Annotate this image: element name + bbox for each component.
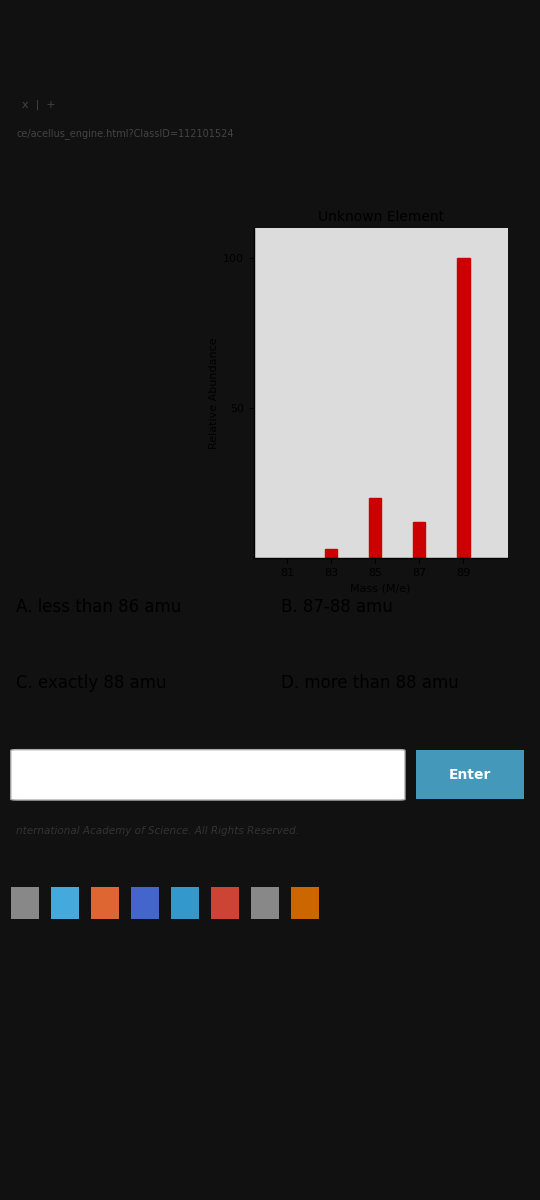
Text: nternational Academy of Science. All Rights Reserved.: nternational Academy of Science. All Rig… <box>16 826 299 836</box>
Bar <box>91 887 119 919</box>
Bar <box>291 887 319 919</box>
FancyBboxPatch shape <box>11 750 405 800</box>
Text: What is the
estimated
average atomic
mass for this
element?: What is the estimated average atomic mas… <box>39 340 210 446</box>
Text: A. less than 86 amu: A. less than 86 amu <box>16 598 181 616</box>
Bar <box>457 258 470 558</box>
Bar <box>51 887 79 919</box>
Bar <box>11 887 39 919</box>
Text: D. more than 88 amu: D. more than 88 amu <box>281 674 458 692</box>
Bar <box>211 887 239 919</box>
Text: ce/acellus_engine.html?ClassID=112101524: ce/acellus_engine.html?ClassID=112101524 <box>16 128 234 139</box>
X-axis label: Mass (M/e): Mass (M/e) <box>350 583 411 593</box>
Title: Unknown Element: Unknown Element <box>318 210 444 224</box>
Bar <box>251 887 279 919</box>
Text: x  |  +: x | + <box>22 100 55 110</box>
Text: Enter: Enter <box>449 768 491 782</box>
Text: C. exactly 88 amu: C. exactly 88 amu <box>16 674 167 692</box>
Y-axis label: Relative Abundance: Relative Abundance <box>209 337 219 449</box>
Bar <box>413 522 426 558</box>
Bar <box>171 887 199 919</box>
Bar <box>325 550 337 558</box>
FancyBboxPatch shape <box>416 750 524 799</box>
Text: B. 87-88 amu: B. 87-88 amu <box>281 598 393 616</box>
Bar <box>131 887 159 919</box>
Bar <box>369 498 381 558</box>
